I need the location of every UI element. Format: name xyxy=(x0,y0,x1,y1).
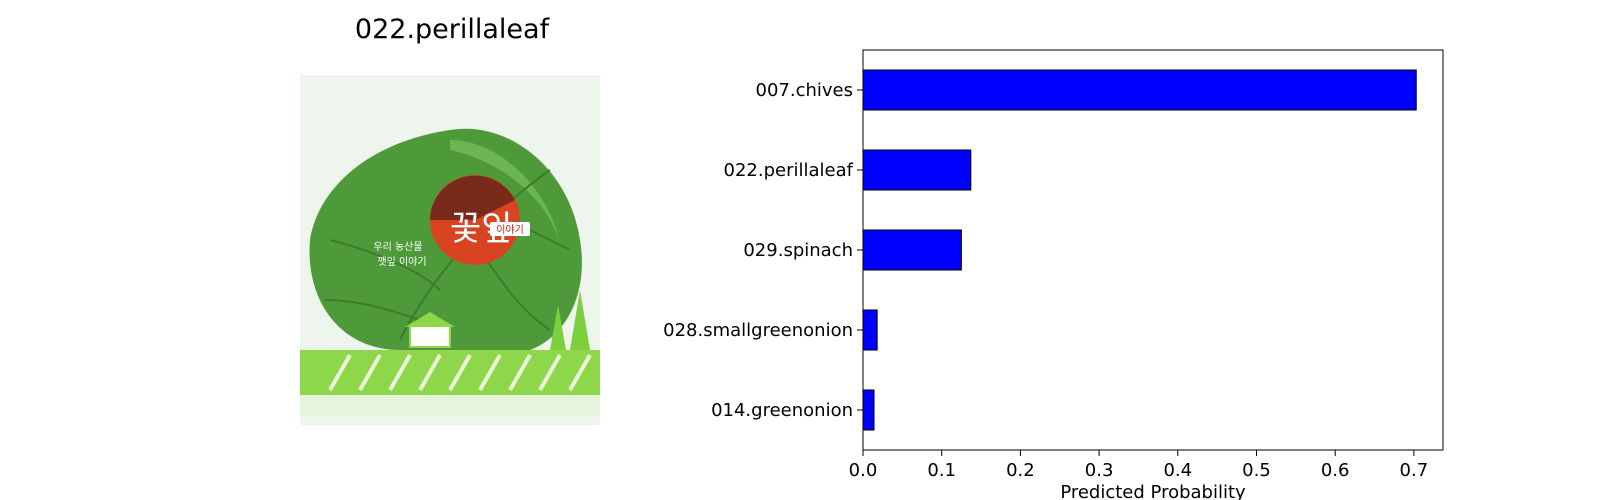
bar-014.greenonion xyxy=(862,389,875,431)
y-tick-label: 007.chives xyxy=(756,80,854,101)
x-axis-label: Predicted Probability xyxy=(1060,482,1246,500)
bar-028.smallgreenonion xyxy=(862,309,878,351)
x-tick-label: 0.0 xyxy=(849,460,878,481)
caption-line-2: 깻잎 이야기 xyxy=(377,256,426,268)
x-tick-label: 0.5 xyxy=(1242,460,1271,481)
y-tick-label: 029.spinach xyxy=(743,240,853,261)
y-tick-label: 028.smallgreenonion xyxy=(663,320,853,341)
perilla-leaf-photo: 꽃잎 이야기 우리 농산물 깻잎 이야기 xyxy=(250,50,654,450)
y-tick-label: 022.perillaleaf xyxy=(724,160,854,181)
caption-line-1: 우리 농산물 xyxy=(373,241,422,253)
x-tick-label: 0.3 xyxy=(1085,460,1114,481)
logo-badge-text: 이야기 xyxy=(496,224,524,236)
x-tick-label: 0.1 xyxy=(927,460,956,481)
x-tick-label: 0.4 xyxy=(1163,460,1192,481)
y-tick-label: 014.greenonion xyxy=(711,400,853,421)
x-tick-label: 0.2 xyxy=(1006,460,1035,481)
bar-007.chives xyxy=(862,69,1417,111)
image-title: 022.perillaleaf xyxy=(354,14,550,45)
bar-029.spinach xyxy=(862,229,962,271)
x-tick-label: 0.6 xyxy=(1321,460,1350,481)
x-tick-label: 0.7 xyxy=(1400,460,1429,481)
bar-022.perillaleaf xyxy=(862,149,972,191)
